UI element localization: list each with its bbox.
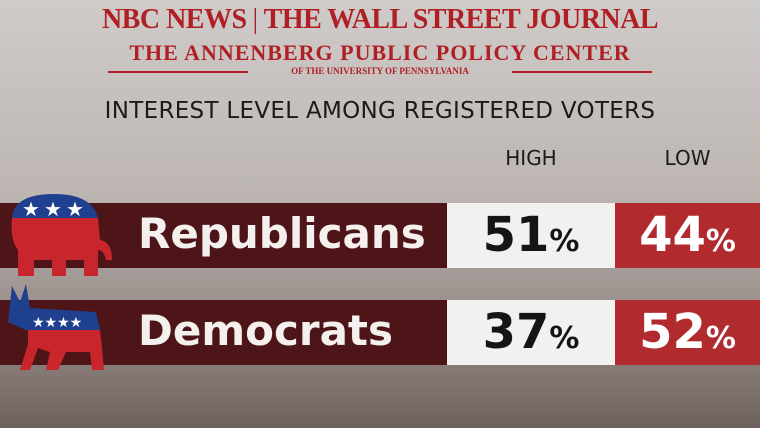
svg-text:★★★★: ★★★★ <box>32 315 82 331</box>
network: NBC NEWS <box>101 4 247 35</box>
brand-line: NBC NEWS | THE WALL STREET JOURNAL <box>101 4 659 35</box>
svg-text:★: ★ <box>22 197 40 221</box>
title: INTEREST LEVEL AMONG REGISTERED VOTERS <box>104 98 656 124</box>
row: Democrats 37% 52% <box>0 300 760 365</box>
cell: 52% <box>615 300 760 365</box>
column-header: LOW <box>664 146 711 170</box>
center: THE ANNENBERG PUBLIC POLICY CENTER <box>129 40 631 65</box>
svg-text:★: ★ <box>66 197 84 221</box>
rule <box>108 71 248 73</box>
cell: 37% <box>447 300 615 365</box>
university: OF THE UNIVERSITY OF PENNSYLVANIA <box>291 66 469 76</box>
elephant-icon: ★ ★ ★ <box>11 194 113 276</box>
svg-text:★: ★ <box>44 197 62 221</box>
party: Republicans <box>138 209 426 258</box>
party: Democrats <box>138 306 393 355</box>
cell: 51% <box>447 203 615 268</box>
partner: THE WALL STREET JOURNAL <box>263 4 659 35</box>
column-header: HIGH <box>505 146 557 170</box>
cell: 44% <box>615 203 760 268</box>
rule <box>512 71 652 73</box>
donkey-icon: ★★★★ <box>8 284 104 370</box>
